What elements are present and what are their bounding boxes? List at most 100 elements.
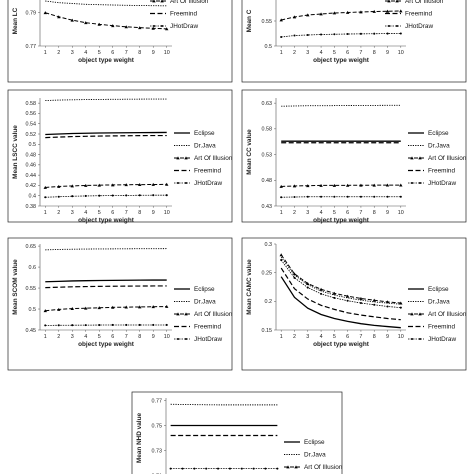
y-tick-label: 0.54: [26, 122, 37, 128]
data-point: [97, 183, 101, 187]
data-point: [124, 183, 128, 187]
y-axis-label: Mean CAMC value: [246, 259, 253, 315]
data-point: [345, 294, 350, 298]
data-point: [373, 303, 376, 306]
series-line-art-of-illusion: [281, 10, 401, 21]
data-point: [97, 22, 101, 26]
legend-label: Dr.Java: [428, 299, 450, 306]
x-tick-label: 2: [57, 50, 60, 56]
data-point: [125, 323, 128, 327]
data-point: [280, 35, 283, 39]
chart-panel-4: 0.43 0.48 0.53 0.58 0.63 1 2 3 4 5 6 7 8 9 10 object ty…: [241, 89, 467, 224]
series-line-art-of-illusion: [45, 183, 167, 188]
data-point: [306, 13, 310, 17]
data-point: [228, 467, 231, 470]
legend-label: Freemind: [405, 11, 432, 18]
series-line-art-of-illusion: [281, 184, 401, 187]
data-point: [124, 305, 128, 309]
x-tick-label: 3: [306, 50, 309, 56]
legend-label: JHotDraw: [405, 23, 433, 30]
x-tick-label: 1: [44, 334, 47, 340]
series-art-of-illusion: [279, 253, 403, 305]
x-axis-label: object type weight: [78, 217, 135, 224]
x-tick-label: 7: [125, 50, 128, 56]
legend-marker: [294, 465, 298, 469]
series-line-art-of-illusion: [45, 12, 167, 30]
y-tick-label: 0.5: [29, 307, 37, 313]
legend-marker: [184, 337, 188, 341]
data-point: [319, 287, 323, 291]
data-point: [57, 324, 60, 327]
y-tick-label: 0.79: [26, 10, 37, 16]
data-point: [165, 182, 169, 186]
y-tick-label: 0.77: [26, 44, 37, 50]
legend-marker: [410, 312, 414, 316]
y-tick-label: 0.73: [152, 448, 163, 454]
legend-marker: [418, 181, 422, 185]
x-tick-label: 1: [44, 50, 47, 56]
x-tick-label: 5: [333, 210, 336, 216]
legend-marker: [387, 0, 391, 3]
x-axis-label: object type weight: [78, 341, 135, 348]
panel-frame: [241, 0, 467, 83]
data-point: [372, 183, 376, 187]
chart-panel-6: 0.15 0.2 0.25 0.3 1 2 3 4 5 6 7 8 9 10 object type wei…: [241, 237, 467, 371]
legend-marker: [410, 181, 414, 185]
data-point: [279, 253, 283, 257]
y-axis-label: Mean SCOM value: [12, 259, 19, 315]
x-tick-label: 3: [306, 334, 309, 340]
data-point: [151, 305, 155, 309]
data-point: [333, 33, 336, 36]
legend-label: Eclipse: [428, 286, 449, 293]
data-point: [399, 195, 402, 198]
y-tick-label: 0.45: [26, 328, 37, 334]
legend-label: Freemind: [170, 11, 197, 18]
y-tick-label: 0.5: [265, 44, 273, 50]
data-point: [333, 195, 336, 198]
legend-label: Art Of Illusion: [170, 0, 209, 5]
x-tick-label: 10: [164, 210, 170, 216]
data-point: [193, 467, 196, 470]
series-line-freemind: [45, 134, 167, 139]
series-line-dr-java: [45, 248, 167, 251]
data-point: [43, 11, 47, 15]
x-tick-label: 9: [386, 210, 389, 216]
data-point: [346, 299, 349, 302]
legend-marker: [395, 0, 399, 3]
legend-label: Art Of Illusion: [304, 464, 343, 471]
series-dr-java: [45, 0, 167, 7]
x-tick-label: 3: [71, 50, 74, 56]
data-point: [399, 301, 403, 305]
data-point: [98, 194, 101, 197]
data-point: [359, 32, 362, 35]
x-tick-label: 8: [373, 50, 376, 56]
x-tick-label: 7: [125, 334, 128, 340]
x-tick-label: 2: [57, 334, 60, 340]
legend-label: Art Of Illusion: [194, 311, 233, 318]
legend-marker: [176, 181, 180, 185]
y-axis-label: Mean CC value: [246, 129, 253, 175]
legend-label: Eclipse: [194, 130, 215, 137]
legend: Eclipse Dr.Java Art Of Illusion Freemind JHo…: [174, 130, 233, 187]
x-tick-label: 8: [138, 210, 141, 216]
y-axis-label: Mean LSCC value: [12, 125, 19, 179]
x-tick-label: 2: [293, 50, 296, 56]
data-point: [240, 467, 243, 470]
legend: Eclipse Dr.Java Art Of Illusion Freemind JHo…: [408, 130, 467, 187]
y-tick-label: 0.43: [262, 204, 273, 210]
legend-label: Art Of Illusion: [405, 0, 444, 5]
series-art-of-illusion: [279, 183, 403, 188]
x-tick-label: 9: [386, 334, 389, 340]
legend-label: Dr.Java: [194, 143, 216, 150]
chart-panel-1: 0.77 0.79 1 2 3 4 5 6 7 8 9 10 object type weight Mea…: [7, 0, 233, 83]
y-tick-label: 0.42: [26, 183, 37, 189]
series-line-art-of-illusion: [45, 306, 167, 312]
x-tick-label: 9: [152, 334, 155, 340]
legend-label: Dr.Java: [304, 452, 326, 459]
data-point: [84, 324, 87, 327]
legend-marker: [184, 181, 188, 185]
data-point: [138, 323, 141, 327]
y-tick-label: 0.3: [265, 242, 273, 248]
series-dr-java: [45, 98, 167, 102]
data-point: [292, 272, 297, 276]
